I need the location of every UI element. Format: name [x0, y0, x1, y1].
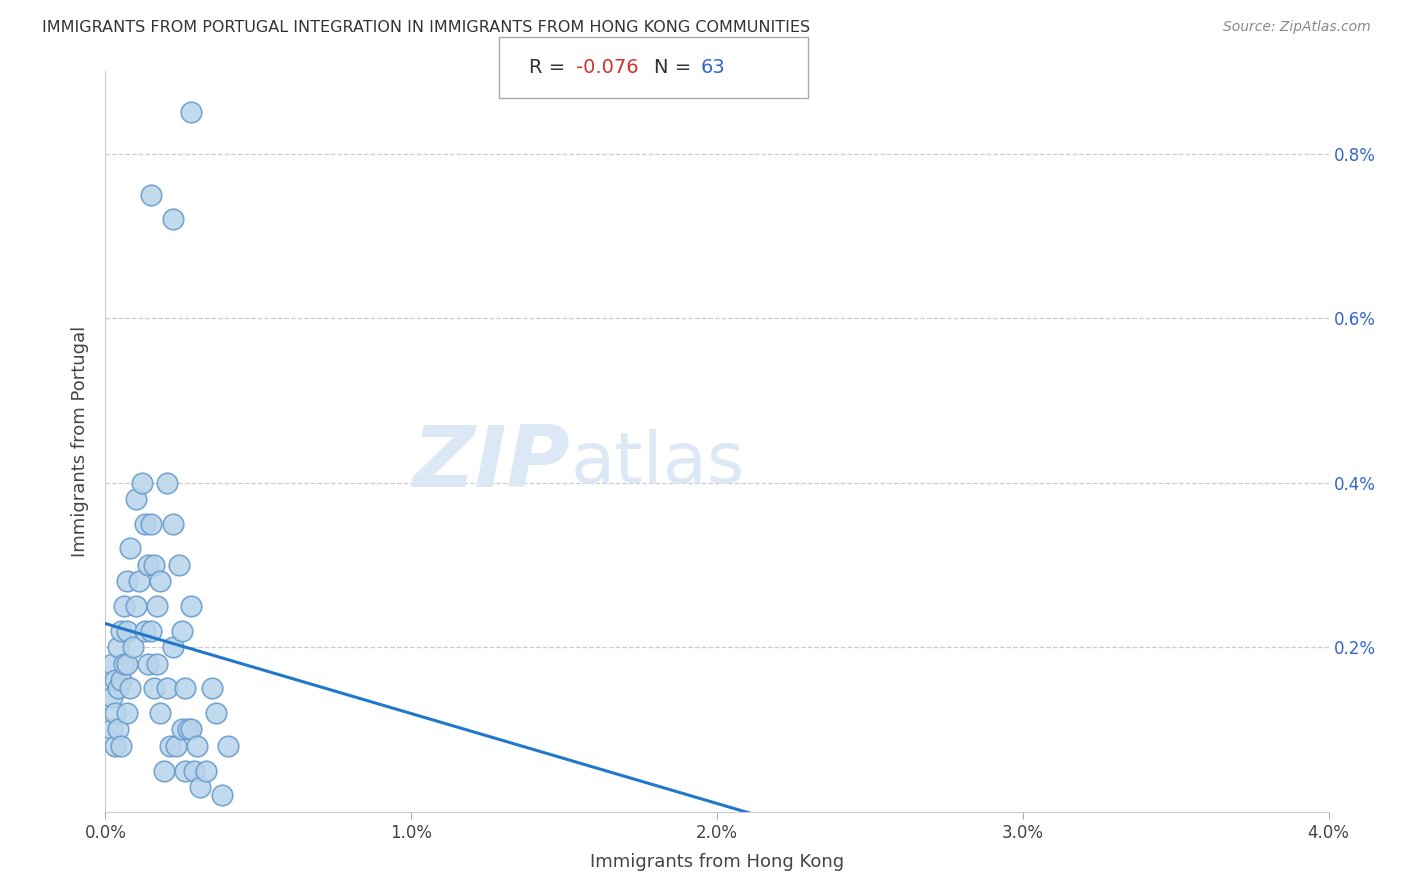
Point — [170, 723, 193, 737]
Point — [110, 624, 132, 638]
Point — [141, 516, 163, 531]
Text: R =: R = — [529, 58, 571, 78]
Point — [134, 516, 156, 531]
Point — [115, 657, 138, 671]
Point — [149, 574, 172, 589]
Text: N =: N = — [654, 58, 697, 78]
Text: IMMIGRANTS FROM PORTUGAL INTEGRATION IN IMMIGRANTS FROM HONG KONG COMMUNITIES: IMMIGRANTS FROM PORTUGAL INTEGRATION IN … — [42, 20, 810, 35]
Point — [167, 558, 190, 572]
Point — [104, 739, 127, 753]
Point — [118, 681, 141, 696]
Point — [110, 673, 132, 687]
Point — [125, 599, 148, 613]
Text: ZIP: ZIP — [412, 422, 571, 505]
Text: 63: 63 — [700, 58, 725, 78]
Point — [188, 780, 211, 794]
Point — [112, 599, 135, 613]
Point — [115, 574, 138, 589]
Point — [195, 764, 218, 778]
Point — [217, 739, 239, 753]
Point — [136, 558, 159, 572]
Point — [183, 764, 205, 778]
Point — [180, 105, 202, 120]
Point — [110, 739, 132, 753]
Point — [104, 706, 127, 720]
Point — [112, 657, 135, 671]
Point — [162, 212, 184, 227]
Point — [131, 475, 153, 490]
Point — [136, 657, 159, 671]
Point — [165, 739, 187, 753]
Point — [143, 558, 166, 572]
Point — [141, 187, 163, 202]
Point — [107, 640, 129, 655]
Point — [118, 541, 141, 556]
Point — [211, 789, 233, 803]
Point — [177, 723, 200, 737]
Point — [149, 706, 172, 720]
Point — [107, 723, 129, 737]
Point — [115, 624, 138, 638]
Point — [143, 681, 166, 696]
X-axis label: Immigrants from Hong Kong: Immigrants from Hong Kong — [591, 853, 844, 871]
Point — [122, 640, 145, 655]
Point — [156, 681, 179, 696]
Point — [162, 640, 184, 655]
Point — [204, 706, 226, 720]
Point — [104, 673, 127, 687]
Text: Source: ZipAtlas.com: Source: ZipAtlas.com — [1223, 20, 1371, 34]
Point — [174, 681, 197, 696]
Point — [201, 681, 224, 696]
Point — [146, 657, 169, 671]
Point — [125, 492, 148, 507]
Point — [128, 574, 150, 589]
Point — [134, 624, 156, 638]
Text: atlas: atlas — [571, 429, 745, 499]
Point — [100, 723, 122, 737]
Point — [156, 475, 179, 490]
Point — [107, 681, 129, 696]
Point — [100, 690, 122, 704]
Point — [186, 739, 208, 753]
Y-axis label: Immigrants from Portugal: Immigrants from Portugal — [72, 326, 90, 558]
Point — [180, 723, 202, 737]
Point — [146, 599, 169, 613]
Point — [152, 764, 174, 778]
Point — [141, 624, 163, 638]
Point — [162, 516, 184, 531]
Point — [100, 657, 122, 671]
Text: -0.076: -0.076 — [576, 58, 640, 78]
Point — [115, 706, 138, 720]
Point — [180, 599, 202, 613]
Point — [174, 764, 197, 778]
Point — [170, 624, 193, 638]
Point — [159, 739, 181, 753]
